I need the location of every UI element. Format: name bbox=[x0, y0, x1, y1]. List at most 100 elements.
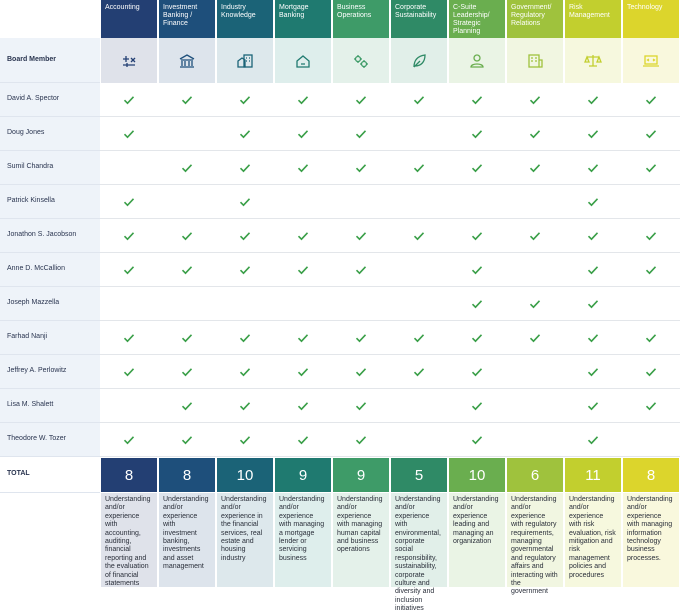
check-mark bbox=[471, 129, 483, 138]
matrix-cell bbox=[564, 253, 622, 287]
matrix-cell bbox=[564, 185, 622, 219]
matrix-cell bbox=[274, 185, 332, 219]
matrix-cell bbox=[158, 321, 216, 355]
matrix-cell bbox=[390, 83, 448, 117]
check-mark bbox=[123, 265, 135, 274]
icon bbox=[354, 54, 368, 68]
matrix-cell bbox=[274, 83, 332, 117]
icon bbox=[584, 54, 602, 67]
matrix-cell bbox=[216, 83, 274, 117]
matrix-cell bbox=[506, 355, 564, 389]
skill-total: 9 bbox=[333, 458, 389, 492]
icon bbox=[179, 53, 195, 68]
matrix-cell bbox=[564, 117, 622, 151]
check-mark bbox=[355, 163, 367, 172]
check-mark bbox=[471, 299, 483, 308]
check-mark bbox=[645, 129, 657, 138]
corner bbox=[0, 0, 100, 38]
check-mark bbox=[587, 265, 599, 274]
skill-icon bbox=[333, 38, 389, 83]
check-mark bbox=[297, 401, 309, 410]
check-mark bbox=[297, 163, 309, 172]
matrix-cell bbox=[506, 287, 564, 321]
matrix-cell bbox=[274, 321, 332, 355]
check-mark bbox=[529, 299, 541, 308]
matrix-cell bbox=[274, 355, 332, 389]
check-mark bbox=[587, 163, 599, 172]
icon bbox=[296, 54, 310, 68]
matrix-cell bbox=[448, 287, 506, 321]
matrix-cell bbox=[390, 219, 448, 253]
matrix-cell bbox=[506, 253, 564, 287]
matrix-cell bbox=[216, 151, 274, 185]
matrix-cell bbox=[390, 185, 448, 219]
check-mark bbox=[355, 265, 367, 274]
check-mark bbox=[413, 367, 425, 376]
matrix-cell bbox=[390, 117, 448, 151]
check-mark bbox=[645, 163, 657, 172]
check-mark bbox=[587, 401, 599, 410]
check-mark bbox=[645, 231, 657, 240]
skill-icon bbox=[565, 38, 621, 83]
check-mark bbox=[123, 129, 135, 138]
check-mark bbox=[123, 333, 135, 342]
matrix-cell bbox=[158, 423, 216, 457]
check-mark bbox=[471, 163, 483, 172]
check-mark bbox=[471, 401, 483, 410]
skill-total: 8 bbox=[159, 458, 215, 492]
matrix-cell bbox=[622, 253, 680, 287]
check-mark bbox=[181, 95, 193, 104]
matrix-cell bbox=[274, 389, 332, 423]
matrix-cell bbox=[622, 83, 680, 117]
matrix-cell bbox=[564, 151, 622, 185]
check-mark bbox=[529, 231, 541, 240]
check-mark bbox=[181, 163, 193, 172]
matrix-cell bbox=[332, 389, 390, 423]
matrix-cell bbox=[332, 151, 390, 185]
member-name: Lisa M. Shalett bbox=[0, 389, 100, 423]
skill-description: Understanding and/or experience with env… bbox=[391, 493, 447, 612]
skill-total: 9 bbox=[275, 458, 331, 492]
matrix-cell bbox=[622, 423, 680, 457]
check-mark bbox=[529, 129, 541, 138]
matrix-cell bbox=[216, 253, 274, 287]
check-mark bbox=[529, 333, 541, 342]
matrix-cell bbox=[390, 389, 448, 423]
matrix-cell bbox=[332, 321, 390, 355]
matrix-cell bbox=[506, 389, 564, 423]
check-mark bbox=[181, 231, 193, 240]
check-mark bbox=[239, 129, 251, 138]
matrix-cell bbox=[564, 83, 622, 117]
check-mark bbox=[181, 367, 193, 376]
matrix-cell bbox=[506, 185, 564, 219]
matrix-cell bbox=[158, 389, 216, 423]
matrix-cell bbox=[100, 219, 158, 253]
matrix-cell bbox=[100, 83, 158, 117]
check-mark bbox=[297, 95, 309, 104]
matrix-cell bbox=[332, 287, 390, 321]
matrix-cell bbox=[158, 117, 216, 151]
matrix-cell bbox=[100, 355, 158, 389]
icon bbox=[413, 53, 426, 67]
matrix-cell bbox=[216, 219, 274, 253]
check-mark bbox=[123, 231, 135, 240]
matrix-cell bbox=[158, 287, 216, 321]
skill-total: 8 bbox=[623, 458, 679, 492]
matrix-cell bbox=[564, 423, 622, 457]
check-mark bbox=[645, 333, 657, 342]
skill-header: Business Operations bbox=[333, 0, 389, 38]
matrix-cell bbox=[506, 321, 564, 355]
check-mark bbox=[239, 231, 251, 240]
matrix-cell bbox=[390, 151, 448, 185]
matrix-cell bbox=[100, 253, 158, 287]
matrix-cell bbox=[506, 219, 564, 253]
check-mark bbox=[471, 367, 483, 376]
skill-description: Understanding and/or experience leading … bbox=[449, 493, 505, 587]
skill-description: Understanding and/or experience with man… bbox=[333, 493, 389, 587]
check-mark bbox=[239, 95, 251, 104]
matrix-cell bbox=[158, 151, 216, 185]
skill-header: Investment Banking / Finance bbox=[159, 0, 215, 38]
matrix-cell bbox=[390, 423, 448, 457]
matrix-cell bbox=[332, 185, 390, 219]
icon bbox=[123, 55, 136, 67]
